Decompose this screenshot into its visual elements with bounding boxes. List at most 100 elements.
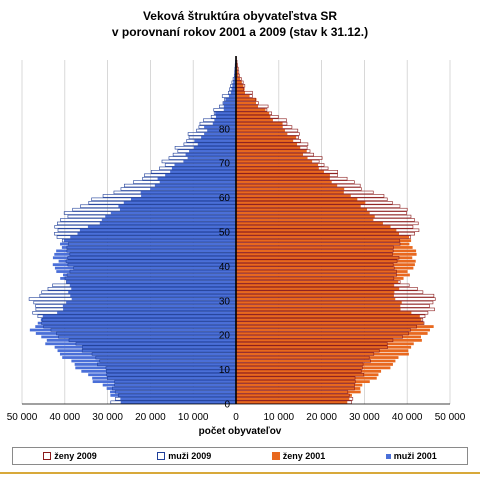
bar-ženy-2001 <box>236 170 324 174</box>
bar-ženy-2001 <box>236 98 257 101</box>
bar-muži-2001 <box>99 221 237 225</box>
bar-muži-2001 <box>110 211 236 215</box>
y-tick-label: 80 <box>219 124 231 135</box>
bar-muži-2001 <box>110 393 236 397</box>
bar-ženy-2001 <box>236 108 266 112</box>
bar-muži-2001 <box>189 149 236 153</box>
bar-muži-2001 <box>174 163 236 167</box>
bar-muži-2001 <box>52 256 236 260</box>
bar-ženy-2001 <box>236 84 244 88</box>
bar-muži-2001 <box>225 98 236 101</box>
bar-muži-2001 <box>141 194 236 198</box>
bar-muži-2001 <box>150 187 236 191</box>
bar-ženy-2001 <box>236 201 366 205</box>
bar-muži-2001 <box>66 280 236 284</box>
bar-ženy-2001 <box>236 349 409 353</box>
bar-muži-2001 <box>223 108 236 112</box>
bar-ženy-2001 <box>236 332 428 335</box>
bar-muži-2001 <box>92 376 237 380</box>
bar-muži-2001 <box>193 146 236 150</box>
bar-muži-2001 <box>81 369 236 373</box>
bar-ženy-2001 <box>236 153 304 156</box>
bar-ženy-2001 <box>236 149 307 153</box>
bar-muži-2001 <box>77 232 236 236</box>
bar-ženy-2001 <box>236 115 271 119</box>
legend-swatch <box>157 452 166 460</box>
bar-muži-2001 <box>212 122 236 126</box>
bar-muži-2001 <box>35 332 237 335</box>
bar-muži-2001 <box>58 259 236 263</box>
bar-ženy-2001 <box>236 225 391 229</box>
bar-ženy-2001 <box>236 249 417 253</box>
bar-muži-2001 <box>62 304 236 308</box>
bar-ženy-2001 <box>236 314 420 318</box>
bar-ženy-2001 <box>236 390 361 394</box>
bar-ženy-2001 <box>236 235 410 239</box>
y-tick-label: 60 <box>219 193 231 204</box>
bar-ženy-2001 <box>236 304 401 308</box>
bar-muži-2001 <box>56 270 236 273</box>
bar-ženy-2001 <box>236 393 352 397</box>
bar-muži-2001 <box>233 77 236 81</box>
bar-ženy-2001 <box>236 318 422 322</box>
x-tick-label: 10 000 <box>264 412 295 423</box>
bar-muži-2001 <box>60 277 237 280</box>
bar-ženy-2001 <box>236 256 413 260</box>
population-pyramid-chart: 50 000 40 000 30 000 20 000 10 000 0 10 000 20 … <box>7 56 466 423</box>
legend-item: muži 2009 <box>157 451 211 461</box>
bar-ženy-2001 <box>236 239 412 242</box>
bottom-border <box>0 472 480 474</box>
bar-muži-2001 <box>215 115 236 119</box>
bar-ženy-2001 <box>236 194 351 198</box>
bar-muži-2001 <box>119 208 236 212</box>
x-tick-label: 30 000 <box>349 412 380 423</box>
bar-ženy-2001 <box>236 277 404 280</box>
bar-ženy-2001 <box>236 228 397 232</box>
chart-title: Veková štruktúra obyvateľstva SR v porov… <box>0 8 480 40</box>
bar-muži-2001 <box>223 105 236 108</box>
bar-ženy-2001 <box>236 215 375 218</box>
bar-ženy-2001 <box>236 242 410 246</box>
bar-ženy-2001 <box>236 297 396 301</box>
x-tick-label: 50 000 <box>7 412 38 423</box>
bar-ženy-2001 <box>236 163 319 167</box>
y-tick-label: 40 <box>219 262 231 273</box>
bar-muži-2001 <box>171 166 236 170</box>
bar-muži-2001 <box>105 215 237 218</box>
bar-muži-2001 <box>62 356 236 359</box>
bar-ženy-2001 <box>236 139 294 143</box>
bar-ženy-2001 <box>236 125 283 129</box>
bar-muži-2001 <box>71 359 237 363</box>
bar-ženy-2001 <box>236 387 361 390</box>
bar-muži-2001 <box>45 342 236 346</box>
bar-muži-2001 <box>101 218 236 222</box>
bar-muži-2001 <box>74 363 236 366</box>
bar-muži-2001 <box>54 345 236 349</box>
bar-ženy-2001 <box>236 397 350 401</box>
bar-muži-2001 <box>194 139 236 143</box>
bar-ženy-2001 <box>236 380 370 384</box>
bar-ženy-2001 <box>236 177 330 181</box>
bar-muži-2001 <box>68 290 236 294</box>
bar-muži-2001 <box>70 294 236 298</box>
bar-ženy-2001 <box>236 118 273 122</box>
y-tick-label: 0 <box>224 400 230 411</box>
bar-muži-2001 <box>56 249 237 253</box>
bar-muži-2001 <box>165 173 236 177</box>
bar-muži-2001 <box>71 297 237 301</box>
bar-muži-2001 <box>75 366 237 370</box>
y-tick-label: 10 <box>219 365 231 376</box>
bar-ženy-2001 <box>236 366 391 370</box>
bar-muži-2001 <box>204 125 236 129</box>
bar-muži-2001 <box>57 311 236 315</box>
bar-ženy-2001 <box>236 246 413 249</box>
bar-muži-2001 <box>120 397 236 401</box>
y-tick-label: 50 <box>219 228 231 239</box>
bar-ženy-2001 <box>236 338 422 342</box>
bar-muži-2001 <box>110 390 236 394</box>
bar-ženy-2001 <box>236 74 239 77</box>
bar-ženy-2001 <box>236 70 239 74</box>
bar-ženy-2001 <box>236 290 395 294</box>
bar-ženy-2001 <box>236 111 270 115</box>
bar-ženy-2001 <box>236 132 288 136</box>
